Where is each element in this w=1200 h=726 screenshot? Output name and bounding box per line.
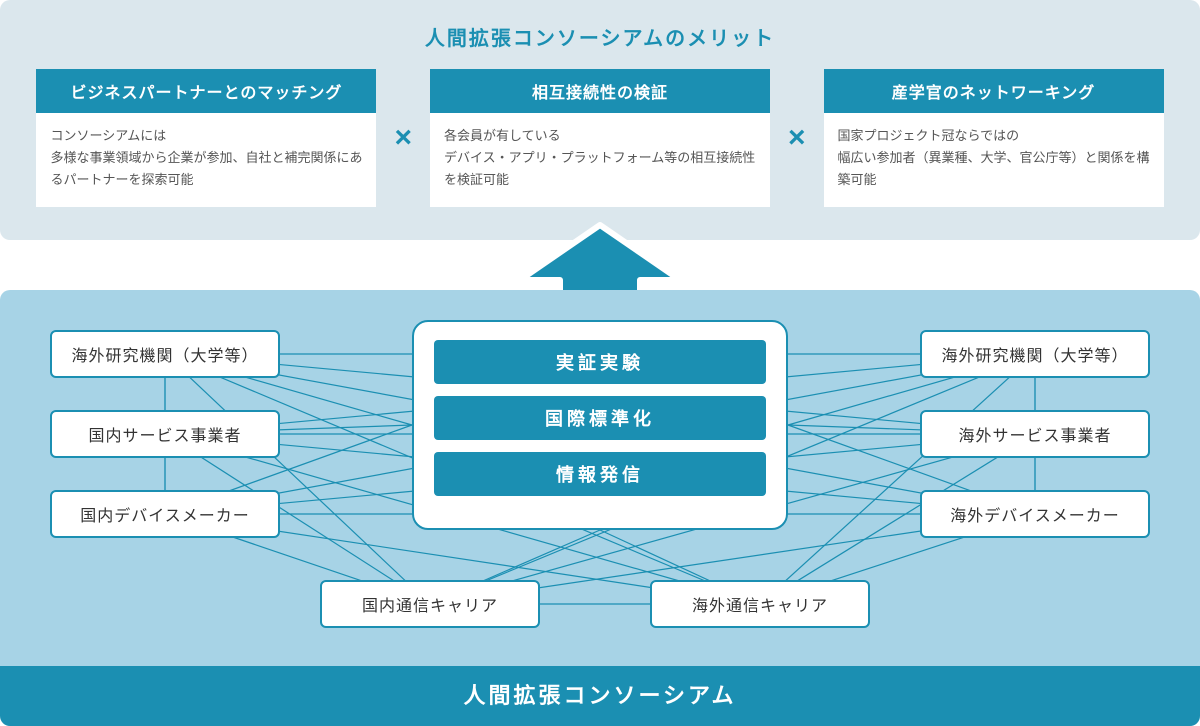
benefit-body: 各会員が有しているデバイス・アプリ・プラットフォーム等の相互接続性を検証可能 (430, 113, 770, 207)
pill-experiment: 実証実験 (434, 340, 766, 384)
benefit-networking: 産学官のネットワーキング 国家プロジェクト冠ならではの幅広い参加者（異業種、大学… (824, 69, 1164, 207)
benefits-row: ビジネスパートナーとのマッチング コンソーシアムには多様な事業領域から企業が参加… (0, 69, 1200, 207)
times-icon: × (770, 121, 824, 155)
node-overseas-research-right: 海外研究機関（大学等） (920, 330, 1150, 378)
benefit-head: 相互接続性の検証 (430, 69, 770, 113)
benefit-body: 国家プロジェクト冠ならではの幅広い参加者（異業種、大学、官公庁等）と関係を構築可… (824, 113, 1164, 207)
consortium-title-bar: 人間拡張コンソーシアム (0, 666, 1200, 726)
central-activities-box: 実証実験 国際標準化 情報発信 (412, 320, 788, 530)
benefit-interop: 相互接続性の検証 各会員が有しているデバイス・アプリ・プラットフォーム等の相互接… (430, 69, 770, 207)
consortium-diagram: 実証実験 国際標準化 情報発信 海外研究機関（大学等） 国内サービス事業者 国内… (0, 290, 1200, 726)
node-overseas-service: 海外サービス事業者 (920, 410, 1150, 458)
pill-dissemination: 情報発信 (434, 452, 766, 496)
benefit-body: コンソーシアムには多様な事業領域から企業が参加、自社と補完関係にあるパートナーを… (36, 113, 376, 207)
node-overseas-device: 海外デバイスメーカー (920, 490, 1150, 538)
pill-standardization: 国際標準化 (434, 396, 766, 440)
node-domestic-service: 国内サービス事業者 (50, 410, 280, 458)
benefit-head: ビジネスパートナーとのマッチング (36, 69, 376, 113)
node-domestic-device: 国内デバイスメーカー (50, 490, 280, 538)
node-domestic-carrier: 国内通信キャリア (320, 580, 540, 628)
times-icon: × (376, 121, 430, 155)
node-overseas-carrier: 海外通信キャリア (650, 580, 870, 628)
benefits-panel: 人間拡張コンソーシアムのメリット ビジネスパートナーとのマッチング コンソーシア… (0, 0, 1200, 240)
benefits-title: 人間拡張コンソーシアムのメリット (0, 0, 1200, 51)
benefit-matching: ビジネスパートナーとのマッチング コンソーシアムには多様な事業領域から企業が参加… (36, 69, 376, 207)
node-overseas-research-left: 海外研究機関（大学等） (50, 330, 280, 378)
benefit-head: 産学官のネットワーキング (824, 69, 1164, 113)
